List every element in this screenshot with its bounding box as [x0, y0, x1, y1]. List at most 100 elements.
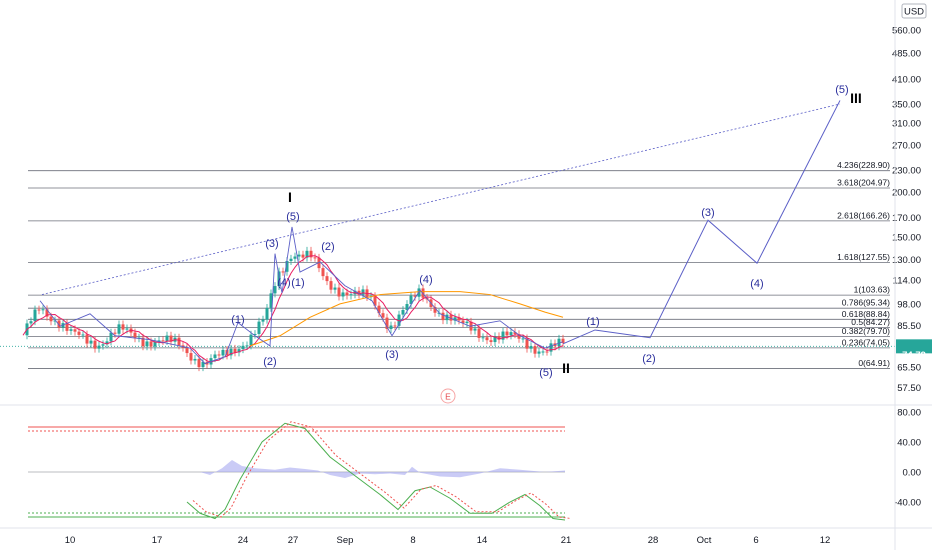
price-tick-label-10: 130.00	[892, 255, 921, 266]
price-tick-label-1: 485.00	[892, 48, 921, 59]
candle-body	[53, 320, 57, 322]
candle-body	[257, 321, 261, 334]
candle-body	[281, 271, 285, 273]
candle-body	[409, 295, 413, 305]
candle-body	[101, 344, 105, 346]
candle-body	[337, 287, 341, 297]
candle-body	[385, 317, 389, 330]
wave-label-roman-2: III	[850, 90, 862, 106]
event-marker[interactable]: E	[440, 388, 456, 404]
candle-body	[329, 281, 333, 290]
candle-body	[453, 317, 457, 321]
osc-k-line	[186, 422, 566, 521]
time-tick-label-0: 10	[65, 535, 76, 546]
time-tick-label-1: 17	[152, 535, 163, 546]
price-tick-label-9: 150.00	[892, 233, 921, 244]
price-tick-label-12: 98.00	[897, 299, 921, 310]
fib-grid: 4.236(228.90) 3.618(204.97) 2.618(166.26) 1…	[0, 160, 895, 369]
candle-body	[93, 340, 97, 349]
candle-body	[305, 250, 309, 258]
time-tick-label-8: 28	[648, 535, 659, 546]
price-tick-label-4: 310.00	[892, 119, 921, 130]
candle-body	[413, 295, 417, 297]
wave-label-past-3: (4)	[277, 277, 290, 289]
candle-body	[457, 317, 461, 321]
candle-body	[549, 343, 553, 352]
candle-body	[65, 323, 69, 331]
candle-body	[133, 332, 137, 339]
oscillator-panel: 80.00 40.00 0.00 -40.00	[28, 408, 921, 521]
candle-body	[197, 358, 201, 368]
fib-label-9: 0.236(74.05)	[842, 337, 890, 347]
time-tick-label-11: 12	[820, 535, 831, 546]
candle-body	[341, 292, 345, 297]
price-tick-label-15: 65.50	[897, 363, 921, 374]
candle-body	[521, 338, 525, 340]
price-tick-label-3: 350.00	[892, 100, 921, 111]
candle-body	[113, 332, 117, 334]
candle-body	[433, 306, 437, 313]
candle-body	[145, 341, 149, 347]
time-tick-label-4: Sep	[337, 535, 354, 546]
wave-label-proj-2: (3)	[701, 207, 714, 219]
price-tick-label-16: 57.50	[897, 383, 921, 394]
candle-body	[333, 287, 337, 290]
osc-tick-label-2: 0.00	[903, 468, 922, 479]
wave-label-past-7: (3)	[385, 349, 398, 361]
candle-body	[513, 332, 517, 335]
candle-body	[397, 314, 401, 326]
candle-body	[37, 309, 41, 311]
candle-body	[285, 260, 289, 272]
currency-badge[interactable]: USD	[901, 3, 927, 19]
candle-body	[401, 309, 405, 315]
labels-layer: (1) (2) (3) (4) (5) (1) (2) (3) (4) (5) (1) (2) (3) (…	[231, 84, 862, 379]
candle-body	[517, 334, 521, 339]
candle-body	[121, 324, 125, 330]
candle-body	[153, 341, 157, 347]
price-tick-label-7: 200.00	[892, 187, 921, 198]
time-tick-label-6: 14	[477, 535, 488, 546]
price-axis: 560.00 485.00 410.00 350.00 310.00 270.00 230.…	[892, 26, 921, 394]
fib-label-10: 0(64.91)	[858, 358, 890, 368]
ma-fast-line	[22, 255, 564, 363]
wave-label-past-6: (2)	[321, 241, 334, 253]
candle-body	[261, 319, 265, 322]
candle-body	[57, 320, 61, 328]
fib-label-5: 0.786(95.34)	[842, 298, 890, 308]
candle-body	[361, 289, 365, 295]
candle-body	[193, 358, 197, 361]
wave-label-past-1: (2)	[263, 356, 276, 368]
candle-body	[221, 349, 225, 356]
candle-body	[505, 331, 509, 336]
wave-label-proj-4: (5)	[835, 84, 848, 96]
candle-body	[213, 354, 217, 359]
time-axis: 10 17 24 27 Sep 8 14 21 28 Oct 6 12	[65, 535, 831, 546]
currency-label: USD	[904, 7, 924, 18]
fib-label-2: 2.618(166.26)	[837, 210, 890, 220]
wave-label-past-0: (1)	[231, 314, 244, 326]
candle-body	[289, 258, 293, 261]
wave-label-past-2: (3)	[265, 238, 278, 250]
candle-body	[45, 309, 49, 317]
candle-body	[545, 351, 549, 353]
candle-body	[125, 328, 129, 330]
time-tick-label-3: 27	[288, 535, 299, 546]
candle-body	[169, 335, 173, 342]
candle-body	[357, 290, 361, 295]
candle-body	[161, 340, 165, 342]
price-tick-label-8: 170.00	[892, 213, 921, 224]
candle-body	[177, 337, 181, 346]
candle-body	[245, 345, 249, 347]
wave-label-proj-3: (4)	[750, 278, 763, 290]
candle-body	[217, 354, 221, 356]
candle-body	[481, 337, 485, 339]
candle-body	[85, 334, 89, 344]
price-tick-label-2: 410.00	[892, 75, 921, 86]
candle-body	[293, 256, 297, 259]
wave-label-past-4: (5)	[286, 211, 299, 223]
wave-label-past-8: (4)	[419, 274, 432, 286]
osc-tick-label-3: -40.00	[894, 498, 921, 509]
candle-body	[81, 334, 85, 336]
candle-body	[509, 332, 513, 336]
